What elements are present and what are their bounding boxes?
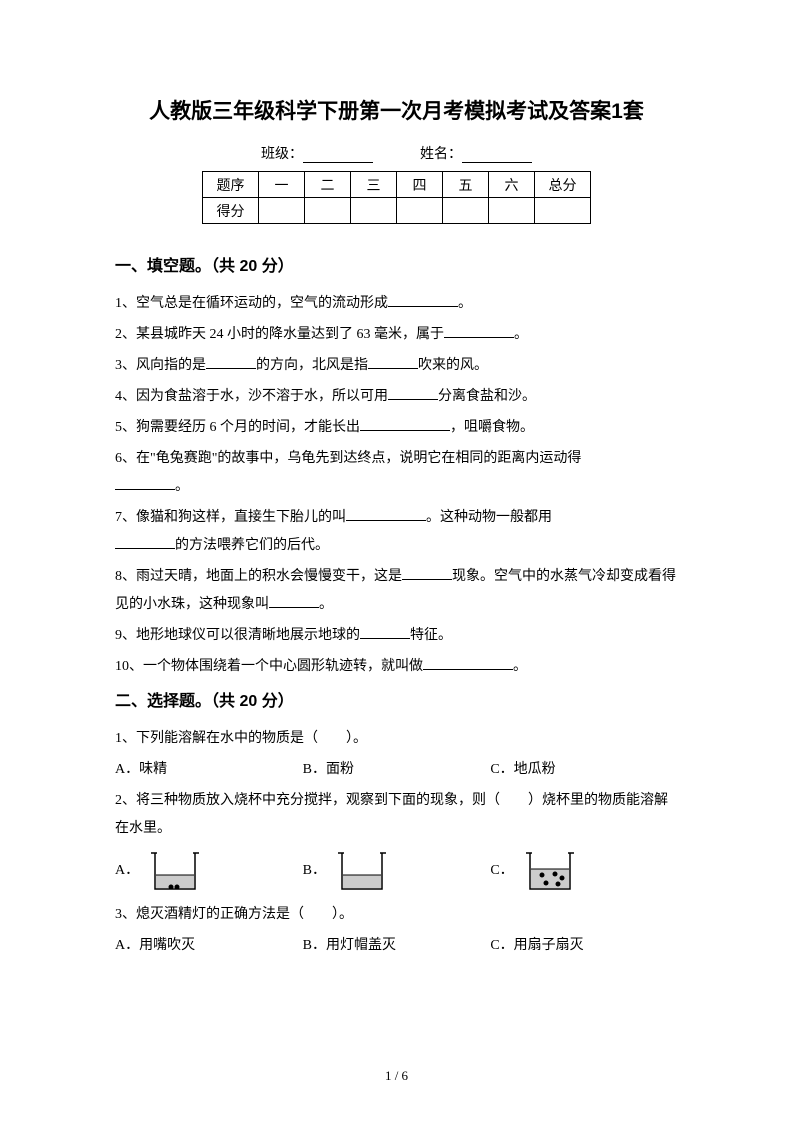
option-a[interactable]: A． <box>115 847 303 895</box>
q-text: 的方法喂养它们的后代。 <box>175 538 329 553</box>
fill-blank[interactable] <box>402 566 452 580</box>
cell: 二 <box>305 172 351 198</box>
s2-q2-options: A． B． C． <box>115 847 678 895</box>
table-row: 得分 <box>203 198 591 224</box>
q-text: 10、一个物体围绕着一个中心圆形轨迹转，就叫做 <box>115 659 423 674</box>
cell: 三 <box>351 172 397 198</box>
q-text: 5、狗需要经历 6 个月的时间，才能长出 <box>115 420 360 435</box>
option-b[interactable]: B．用灯帽盖灭 <box>303 932 491 960</box>
cell-total: 总分 <box>535 172 591 198</box>
option-a[interactable]: A．用嘴吹灭 <box>115 932 303 960</box>
q-text: 。 <box>319 597 333 612</box>
option-b[interactable]: B． <box>303 847 491 895</box>
q2: 2、某县城昨天 24 小时的降水量达到了 63 毫米，属于 。 <box>115 321 678 349</box>
q6: 6、在"龟兔赛跑"的故事中，乌龟先到达终点，说明它在相同的距离内运动得。 <box>115 445 678 501</box>
q-text: 。 <box>458 296 472 311</box>
q-text: 特征。 <box>410 628 452 643</box>
option-a[interactable]: A．味精 <box>115 756 303 784</box>
q-text: 2、某县城昨天 24 小时的降水量达到了 63 毫米，属于 <box>115 327 444 342</box>
q-text: 8、雨过天晴，地面上的积水会慢慢变干，这是 <box>115 569 402 584</box>
q5: 5、狗需要经历 6 个月的时间，才能长出 ，咀嚼食物。 <box>115 414 678 442</box>
fill-blank[interactable] <box>115 535 175 549</box>
q10: 10、一个物体围绕着一个中心圆形轨迹转，就叫做 。 <box>115 653 678 681</box>
cell-blank[interactable] <box>305 198 351 224</box>
opt-label: C． <box>490 857 513 885</box>
fill-blank[interactable] <box>444 324 514 338</box>
q4: 4、因为食盐溶于水，沙不溶于水，所以可用 分离食盐和沙。 <box>115 383 678 411</box>
q7: 7、像猫和狗这样，直接生下胎儿的叫 。这种动物一般都用的方法喂养它们的后代。 <box>115 504 678 560</box>
q-text: 3、风向指的是 <box>115 358 206 373</box>
name-blank[interactable] <box>462 149 532 163</box>
s2-q3-options: A．用嘴吹灭 B．用灯帽盖灭 C．用扇子扇灭 <box>115 932 678 960</box>
opt-label: A． <box>115 857 139 885</box>
q3: 3、风向指的是 的方向，北风是指 吹来的风。 <box>115 352 678 380</box>
s2-q2: 2、将三种物质放入烧杯中充分搅拌，观察到下面的现象，则（ ）烧杯里的物质能溶解在… <box>115 787 678 843</box>
s2-q1-options: A．味精 B．面粉 C．地瓜粉 <box>115 756 678 784</box>
fill-blank[interactable] <box>388 293 458 307</box>
q-text: 的方向，北风是指 <box>256 358 368 373</box>
beaker-c-icon <box>522 847 578 895</box>
q-text: 。 <box>513 659 527 674</box>
option-c[interactable]: C．用扇子扇灭 <box>490 932 678 960</box>
opt-label: B． <box>303 857 326 885</box>
cell-header: 题序 <box>203 172 259 198</box>
fill-blank[interactable] <box>346 507 426 521</box>
q-text: ，咀嚼食物。 <box>450 420 534 435</box>
page-title: 人教版三年级科学下册第一次月考模拟考试及答案1套 <box>115 95 678 125</box>
fill-blank[interactable] <box>206 355 256 369</box>
cell-blank[interactable] <box>351 198 397 224</box>
q-text: 7、像猫和狗这样，直接生下胎儿的叫 <box>115 510 346 525</box>
q-text: 6、在"龟兔赛跑"的故事中，乌龟先到达终点，说明它在相同的距离内运动得 <box>115 451 581 466</box>
section-2-header: 二、选择题。（共 20 分） <box>115 687 678 711</box>
option-b[interactable]: B．面粉 <box>303 756 491 784</box>
q-text: 9、地形地球仪可以很清晰地展示地球的 <box>115 628 360 643</box>
section-1-header: 一、填空题。（共 20 分） <box>115 252 678 276</box>
q-text: 。 <box>175 479 189 494</box>
cell-header: 得分 <box>203 198 259 224</box>
option-c[interactable]: C．地瓜粉 <box>490 756 678 784</box>
q-text: 吹来的风。 <box>418 358 488 373</box>
q-text: 分离食盐和沙。 <box>438 389 536 404</box>
fill-blank[interactable] <box>368 355 418 369</box>
fill-blank[interactable] <box>423 656 513 670</box>
fill-blank[interactable] <box>360 625 410 639</box>
cell: 五 <box>443 172 489 198</box>
cell-blank[interactable] <box>535 198 591 224</box>
fill-blank[interactable] <box>360 417 450 431</box>
q-text: 1、空气总是在循环运动的，空气的流动形成 <box>115 296 388 311</box>
beaker-b-icon <box>334 847 390 895</box>
q8: 8、雨过天晴，地面上的积水会慢慢变干，这是现象。空气中的水蒸气冷却变成看得见的小… <box>115 563 678 619</box>
q-text: 。这种动物一般都用 <box>426 510 552 525</box>
score-table: 题序 一 二 三 四 五 六 总分 得分 <box>202 171 591 224</box>
page-number: 1 / 6 <box>0 1068 793 1084</box>
name-label: 姓名： <box>420 147 462 162</box>
cell-blank[interactable] <box>443 198 489 224</box>
q-text: 4、因为食盐溶于水，沙不溶于水，所以可用 <box>115 389 388 404</box>
beaker-a-icon <box>147 847 203 895</box>
fill-blank[interactable] <box>388 386 438 400</box>
fill-blank[interactable] <box>269 594 319 608</box>
option-c[interactable]: C． <box>490 847 678 895</box>
class-blank[interactable] <box>303 149 373 163</box>
s2-q3: 3、熄灭酒精灯的正确方法是（ ）。 <box>115 901 678 929</box>
cell: 六 <box>489 172 535 198</box>
table-row: 题序 一 二 三 四 五 六 总分 <box>203 172 591 198</box>
q9: 9、地形地球仪可以很清晰地展示地球的 特征。 <box>115 622 678 650</box>
cell-blank[interactable] <box>259 198 305 224</box>
cell: 四 <box>397 172 443 198</box>
q1: 1、空气总是在循环运动的，空气的流动形成 。 <box>115 290 678 318</box>
q-text: 。 <box>514 327 528 342</box>
cell: 一 <box>259 172 305 198</box>
class-label: 班级： <box>261 147 303 162</box>
class-name-row: 班级： 姓名： <box>115 143 678 163</box>
s2-q1: 1、下列能溶解在水中的物质是（ ）。 <box>115 725 678 753</box>
cell-blank[interactable] <box>489 198 535 224</box>
cell-blank[interactable] <box>397 198 443 224</box>
fill-blank[interactable] <box>115 476 175 490</box>
